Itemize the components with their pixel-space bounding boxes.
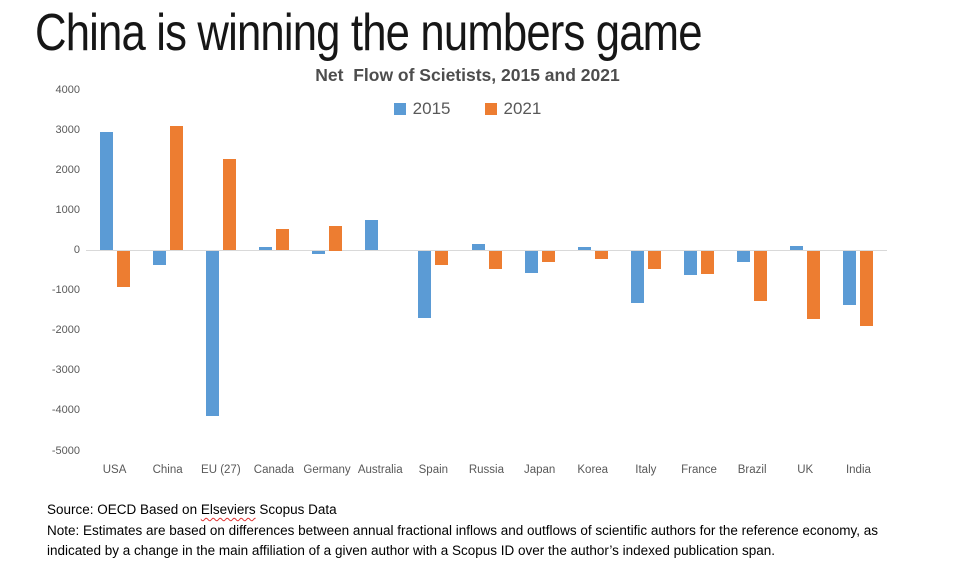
bar-2021-USA [116, 251, 130, 288]
x-axis-label-France: France [681, 464, 717, 476]
bar-2015-Brazil [737, 251, 751, 263]
source-line: Source: OECD Based on Elseviers Scopus D… [47, 500, 878, 521]
footnotes: Source: OECD Based on Elseviers Scopus D… [47, 500, 878, 562]
bar-2015-Spain [418, 251, 432, 318]
y-axis-tick-label: 1000 [55, 203, 80, 216]
x-axis-label-Italy: Italy [635, 464, 657, 476]
x-axis-label-Korea: Korea [577, 464, 609, 476]
legend-item-2015: 2015 [393, 99, 451, 119]
bar-2015-EU (27) [205, 251, 219, 416]
bar-2021-Brazil [754, 251, 768, 302]
x-axis-zero-line [86, 250, 887, 252]
source-misspelled-word: Elseviers [200, 502, 256, 517]
note-line-2: indicated by a change in the main affili… [47, 543, 775, 559]
bar-2021-Russia [488, 251, 502, 269]
bar-2015-UK [790, 246, 804, 251]
source-text-prefix: Source: OECD Based on [47, 502, 201, 517]
bar-2021-Korea [594, 251, 608, 260]
bar-2015-France [684, 251, 697, 275]
y-axis-tick-label: -2000 [51, 324, 80, 337]
x-axis-label-EU (27): EU (27) [201, 464, 241, 476]
y-axis-tick-label: 0 [73, 243, 80, 256]
bar-2015-Korea [577, 247, 591, 251]
legend-swatch-2015-icon [393, 103, 406, 115]
bar-2015-USA [99, 132, 113, 251]
chart-legend: 2015 2021 [50, 99, 885, 119]
bar-2021-Germany [329, 226, 343, 251]
bar-2021-Canada [276, 228, 289, 251]
bar-2015-Russia [471, 244, 485, 251]
plot-area: 4000 3000 2000 1000 0 -1000 -2000 -3000 -4000 -50… [52, 84, 887, 476]
bar-2015-Australia [365, 219, 379, 251]
x-axis-label-Canada: Canada [253, 464, 295, 476]
bar-2021-Japan [541, 251, 555, 262]
y-axis-tick-label: 2000 [55, 163, 80, 176]
bar-2015-Italy [630, 251, 644, 303]
bar-2015-China [152, 251, 166, 266]
y-axis-tick-label: -1000 [51, 284, 80, 297]
bar-2015-Japan [524, 251, 538, 274]
x-axis-label-India: India [845, 464, 871, 476]
legend-label-2021: 2021 [503, 99, 542, 118]
x-axis-label-USA: USA [102, 464, 127, 476]
note-line-1: Note: Estimates are based on differences… [47, 522, 878, 538]
bar-2021-China [169, 126, 183, 251]
bar-2021-Italy [647, 251, 661, 270]
x-axis-label-Germany: Germany [303, 464, 351, 476]
x-axis-label-Spain: Spain [418, 464, 449, 476]
bar-2015-India [843, 251, 857, 306]
y-axis-tick-label: -5000 [51, 444, 80, 457]
x-axis-label-Russia: Russia [468, 464, 505, 476]
y-axis-tick-label: -3000 [51, 364, 80, 377]
x-axis-label-UK: UK [797, 464, 814, 476]
bar-2021-UK [807, 251, 821, 319]
bar-2021-EU (27) [222, 159, 236, 251]
bar-2021-Spain [435, 251, 449, 265]
legend-swatch-2021-icon [484, 103, 497, 115]
legend-label-2015: 2015 [412, 99, 451, 118]
bar-2015-Germany [312, 251, 326, 254]
bar-2015-Canada [259, 247, 272, 251]
y-axis-tick-label: 4000 [55, 83, 80, 96]
x-axis-label-Australia: Australia [357, 464, 403, 476]
bar-2021-India [860, 251, 874, 327]
y-axis-tick-label: -4000 [51, 404, 80, 417]
x-axis-label-China: China [152, 464, 183, 476]
x-axis-label-Brazil: Brazil [737, 464, 767, 476]
legend-item-2021: 2021 [484, 99, 542, 119]
bar-2021-France [701, 251, 714, 275]
y-axis-tick-label: 3000 [55, 123, 80, 136]
source-text-suffix: Scopus Data [255, 502, 337, 517]
page-title: China is winning the numbers game [35, 4, 703, 62]
x-axis-label-Japan: Japan [523, 464, 556, 476]
chart-title: Net Flow of Scietists, 2015 and 2021 [315, 65, 620, 85]
